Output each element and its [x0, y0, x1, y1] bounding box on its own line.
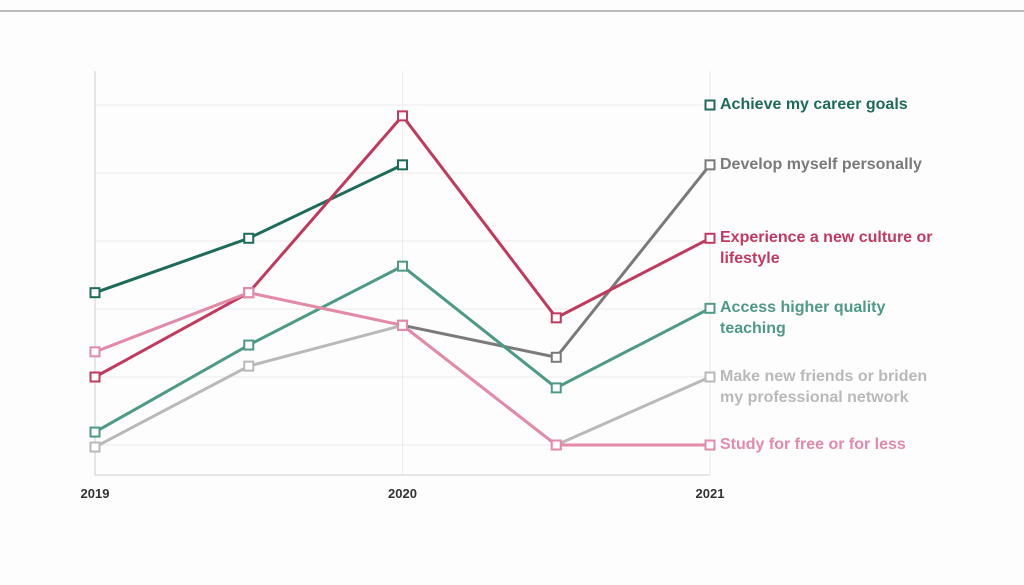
point-marker: [243, 232, 255, 244]
series-label: Make new friends or briden my profession…: [720, 368, 928, 406]
point-marker: [397, 260, 408, 272]
x-tick-label: 2020: [388, 486, 417, 501]
point-marker: [397, 110, 408, 122]
point-marker: [89, 426, 101, 438]
point-marker: [243, 360, 255, 372]
top-border: [0, 10, 1024, 12]
point-marker: [243, 287, 255, 299]
point-marker: [243, 339, 255, 351]
point-marker: [550, 351, 562, 363]
point-marker: [89, 441, 101, 453]
point-marker: [550, 312, 562, 324]
point-marker: [89, 371, 101, 383]
series-label: Experience a new culture or lifestyle: [720, 229, 933, 268]
point-marker: [550, 382, 562, 394]
point-marker: [704, 302, 716, 314]
point-marker: [704, 439, 716, 451]
point-marker: [89, 346, 101, 358]
series-label: Develop myself personally: [720, 155, 922, 173]
point-marker: [397, 319, 408, 331]
point-marker: [704, 159, 716, 171]
point-marker: [704, 99, 716, 111]
series-label: Access higher quality teaching: [720, 299, 886, 338]
x-tick-label: 2019: [81, 486, 110, 501]
point-marker: [550, 439, 562, 451]
point-marker: [397, 159, 408, 171]
series-label: Achieve my career goals: [720, 96, 908, 113]
point-marker: [704, 232, 716, 244]
point-marker: [704, 371, 716, 383]
x-tick-label: 2021: [696, 486, 725, 501]
series-label: Study for free or for less: [720, 436, 906, 453]
point-marker: [89, 287, 101, 299]
